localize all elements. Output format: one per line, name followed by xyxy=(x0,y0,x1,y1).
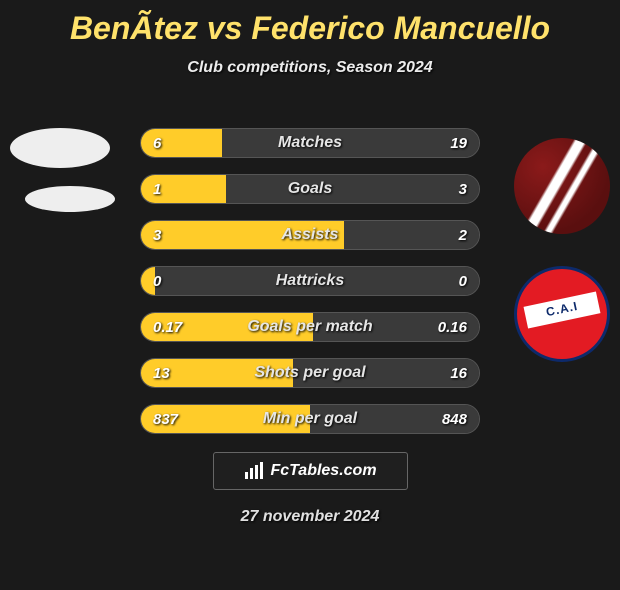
stat-row: Matches619 xyxy=(140,128,480,158)
page-subtitle: Club competitions, Season 2024 xyxy=(0,59,620,77)
stat-row: Hattricks00 xyxy=(140,266,480,296)
footer-brand-badge[interactable]: FcTables.com xyxy=(213,452,408,490)
stat-bar-right xyxy=(344,221,479,249)
club-logo-text: C.A.I xyxy=(517,293,608,325)
stat-bar-right xyxy=(155,267,479,295)
stat-bar-left xyxy=(141,359,293,387)
page-title: BenÃ­tez vs Federico Mancuello xyxy=(0,10,620,47)
stat-bar-left xyxy=(141,405,310,433)
stat-bar-right xyxy=(293,359,479,387)
stat-bar-right xyxy=(313,313,479,341)
stat-row: Goals13 xyxy=(140,174,480,204)
stat-bar-left xyxy=(141,129,222,157)
stat-bar-right xyxy=(222,129,479,157)
player2-club-logo: C.A.I xyxy=(514,266,610,362)
stat-row: Assists32 xyxy=(140,220,480,250)
player1-avatar xyxy=(10,128,110,168)
stat-bar-left xyxy=(141,313,313,341)
stats-container: Matches619 Goals13 Assists32 Hattricks00 Goa… xyxy=(140,128,480,450)
stat-bar-left xyxy=(141,267,155,295)
stat-bar-right xyxy=(226,175,480,203)
footer-brand-label: FcTables.com xyxy=(270,462,376,480)
stat-row: Min per goal837848 xyxy=(140,404,480,434)
stat-bar-right xyxy=(310,405,479,433)
player2-avatar xyxy=(514,138,610,234)
player1-club-placeholder xyxy=(25,186,115,212)
stat-bar-left xyxy=(141,221,344,249)
stat-row: Goals per match0.170.16 xyxy=(140,312,480,342)
stat-row: Shots per goal1316 xyxy=(140,358,480,388)
footer-date: 27 november 2024 xyxy=(0,508,620,526)
chart-icon xyxy=(244,462,264,480)
stat-bar-left xyxy=(141,175,226,203)
